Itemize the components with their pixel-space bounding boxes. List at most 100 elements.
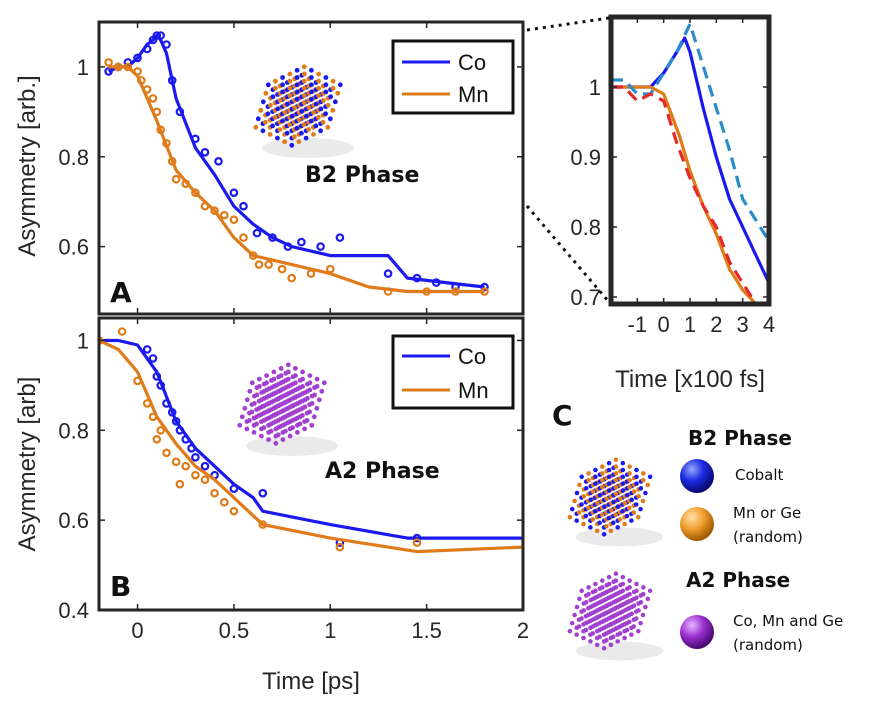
lattice-atom <box>261 396 267 401</box>
mn-line <box>611 85 757 304</box>
lattice-atom <box>613 477 619 483</box>
lattice-atom <box>586 619 591 625</box>
panel-b-chart: 0.4 0.6 0.8 1 0 0.5 1 1.5 2 Co Mn A2 Phase B <box>58 316 529 643</box>
mn-data-point <box>152 107 162 117</box>
lattice-atom <box>622 500 628 506</box>
lattice-atom <box>271 376 277 382</box>
lattice-atom <box>285 384 291 389</box>
lattice-atom <box>265 82 271 88</box>
key-co-mn-ge-label-1: Co, Mn and Ge <box>733 612 843 630</box>
lattice-atom <box>280 89 285 95</box>
y-tick-label: 1 <box>77 328 89 353</box>
lattice-atom <box>284 130 290 136</box>
lattice-atom <box>624 627 630 633</box>
lattice-atom <box>643 604 648 610</box>
lattice-atom <box>307 387 313 393</box>
lattice-atom <box>627 591 632 597</box>
lattice-atom <box>569 506 575 512</box>
lattice-atom <box>259 433 264 439</box>
x-tick-label: 1.5 <box>411 618 442 643</box>
lattice-atom <box>304 418 310 423</box>
lattice-atom <box>615 639 620 644</box>
series-2-line <box>611 22 769 242</box>
lattice-atom <box>275 106 280 112</box>
lattice-atom <box>579 588 584 594</box>
lattice-atom <box>599 512 605 517</box>
lattice-atom <box>620 467 626 473</box>
lattice-atom <box>313 101 319 107</box>
lattice-atom <box>273 78 278 84</box>
lattice-atom <box>606 588 612 594</box>
co-data-point <box>167 407 177 417</box>
lattice-atom <box>295 430 300 435</box>
mn-data-point <box>277 264 287 274</box>
x-tick-label: 1 <box>324 618 336 643</box>
lattice-atom <box>593 581 598 587</box>
lattice-atom <box>323 75 329 80</box>
lattice-atom <box>590 489 596 494</box>
co-line <box>107 33 485 289</box>
lattice-atom <box>293 394 298 400</box>
mn-data-point <box>264 260 273 269</box>
lattice-atom <box>287 71 293 77</box>
lattice-atom <box>636 514 641 520</box>
lattice-atom <box>296 117 302 123</box>
lattice-atom <box>600 585 605 590</box>
lattice-atom <box>600 471 605 476</box>
lattice-atom <box>280 75 285 80</box>
lattice-atom <box>620 481 626 486</box>
lattice-atom <box>309 82 314 88</box>
lattice-atom <box>280 118 285 124</box>
zoom-connector-bottom <box>525 205 611 303</box>
lattice-atom <box>264 387 269 393</box>
x-tick-label: 1 <box>684 312 696 337</box>
mn-ge-atom-icon <box>680 507 714 541</box>
lattice-atom <box>593 588 598 594</box>
lattice-atom <box>638 600 644 605</box>
lattice-atom <box>595 614 600 620</box>
lattice-atom <box>604 523 609 529</box>
lattice-atom <box>273 85 278 91</box>
co-mn-ge-atom-icon <box>680 615 714 649</box>
lattice-atom <box>316 115 321 120</box>
lattice-atom <box>303 135 309 141</box>
lattice-atom <box>581 521 586 527</box>
legend-co-label: Co <box>458 344 486 369</box>
x-tick-label: 2 <box>710 312 722 337</box>
co-data-point <box>171 416 181 426</box>
lattice-atom <box>285 420 291 425</box>
co-data-point <box>162 399 171 408</box>
lattice-atom <box>309 422 315 428</box>
mn-data-point <box>422 287 431 296</box>
panel-c-inset-chart: 0.70.80.91 -1 0 1 2 3 4 <box>570 14 775 337</box>
phase-label-a2: A2 Phase <box>325 459 440 484</box>
lattice-atom <box>314 405 320 411</box>
lattice-atom <box>581 608 587 613</box>
lattice-atom <box>613 598 619 604</box>
x-tick-label: 4 <box>763 312 775 337</box>
mn-data-point <box>191 470 200 480</box>
lattice-atom <box>292 105 297 111</box>
lattice-atom <box>285 391 291 396</box>
lattice-atom <box>265 111 271 117</box>
co-data-point <box>252 228 262 238</box>
lattice-atom <box>296 139 302 145</box>
lattice-atom <box>301 78 307 84</box>
co-data-point <box>239 201 248 211</box>
lattice-atom <box>581 494 587 499</box>
lattice-atom <box>613 585 619 590</box>
key-mn-ge-label-1: Mn or Ge <box>733 504 801 522</box>
key-co-mn-ge-label-2: (random) <box>733 636 803 654</box>
lattice-atom <box>613 578 619 583</box>
x-tick-label: 0 <box>658 312 670 337</box>
lattice-atom <box>611 613 616 619</box>
lattice-atom <box>634 481 639 486</box>
co-data-point <box>156 31 166 40</box>
y-tick-label: 0.8 <box>58 145 89 170</box>
mn-data-point <box>152 434 162 444</box>
mn-data-point <box>162 139 171 148</box>
lattice-atom <box>302 426 307 432</box>
lattice-atom <box>316 71 321 77</box>
lattice-atom <box>289 113 295 119</box>
